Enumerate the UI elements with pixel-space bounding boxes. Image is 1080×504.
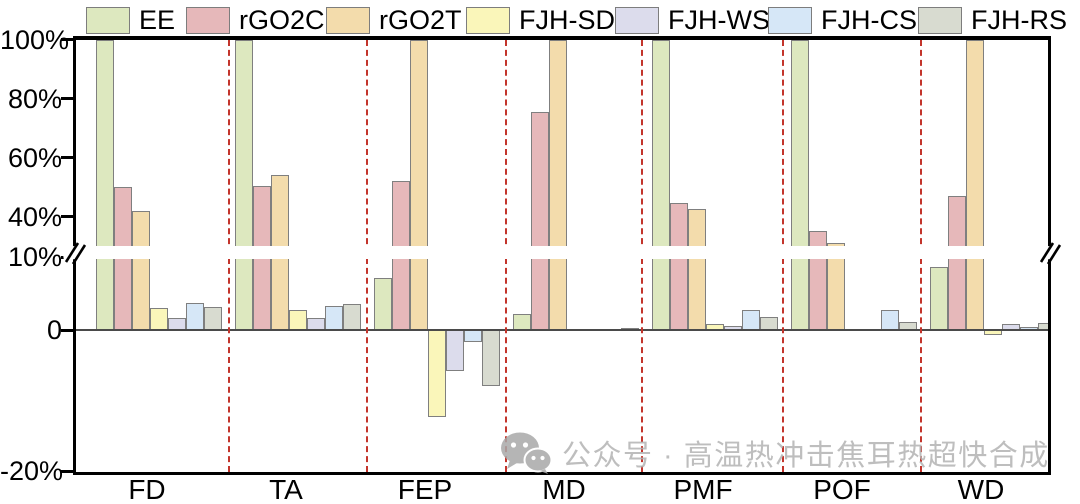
legend-label: FJH-WS bbox=[668, 5, 770, 35]
legend-swatch bbox=[86, 6, 130, 34]
bar-pof-ee bbox=[791, 40, 809, 330]
legend-item-fjh-sd: FJH-SD bbox=[466, 4, 615, 36]
bar-fd-ee bbox=[96, 40, 114, 330]
bar-ta-fjh-rs bbox=[343, 304, 361, 330]
y-tick-mark bbox=[61, 215, 74, 219]
y-tick-mark bbox=[61, 328, 74, 332]
bar-ta-ee bbox=[235, 40, 253, 330]
x-category-label-fd: FD bbox=[128, 474, 166, 504]
legend-swatch bbox=[326, 6, 370, 34]
bar-wd-rgo2c bbox=[948, 195, 966, 330]
legend-item-fjh-ws: FJH-WS bbox=[615, 4, 770, 36]
legend-label: FJH-CS bbox=[821, 5, 917, 35]
bar-fd-fjh-rs bbox=[204, 306, 222, 330]
bar-md-rgo2t bbox=[549, 40, 567, 330]
watermark-text: 公众号 · 高温热冲击焦耳热超快合成 bbox=[562, 440, 1050, 472]
bar-md-ee bbox=[513, 314, 531, 330]
y-tick-mark bbox=[61, 469, 74, 473]
plot-inner bbox=[76, 40, 1048, 472]
axis-break-icon bbox=[1035, 240, 1065, 271]
legend-item-ee: EE bbox=[86, 4, 175, 36]
legend-item-fjh-rs: FJH-RS bbox=[918, 4, 1067, 36]
y-tick-label: -20% bbox=[0, 456, 64, 486]
legend-item-rgo2c: rGO2C bbox=[186, 4, 325, 36]
bar-pmf-rgo2t bbox=[688, 209, 706, 330]
bar-md-rgo2c bbox=[531, 112, 549, 330]
y-tick-label: 60% bbox=[7, 142, 62, 173]
x-category-label-pmf: PMF bbox=[673, 474, 733, 504]
bar-fep-fjh-cs bbox=[464, 330, 482, 342]
bar-fep-fjh-rs bbox=[482, 330, 500, 386]
legend-item-fjh-cs: FJH-CS bbox=[768, 4, 917, 36]
legend-item-rgo2t: rGO2T bbox=[326, 4, 462, 36]
bar-pof-fjh-cs bbox=[881, 309, 899, 330]
y-tick-mark bbox=[61, 156, 74, 160]
bar-pmf-fjh-cs bbox=[742, 309, 760, 330]
axis-break-band bbox=[76, 246, 1048, 259]
bar-fep-fjh-ws bbox=[446, 330, 464, 371]
x-category-label-md: MD bbox=[542, 474, 586, 504]
legend-label: FJH-SD bbox=[519, 5, 615, 35]
bar-pmf-rgo2c bbox=[670, 203, 688, 330]
bar-fd-fjh-cs bbox=[186, 302, 204, 330]
bar-wd-rgo2t bbox=[966, 40, 984, 330]
bar-fep-fjh-sd bbox=[428, 330, 446, 418]
y-tick-label: 10% bbox=[7, 242, 62, 272]
legend-swatch bbox=[466, 6, 510, 34]
axis-break-icon bbox=[60, 240, 90, 271]
bar-fd-fjh-sd bbox=[150, 308, 168, 330]
y-tick-label: 100% bbox=[0, 24, 70, 55]
y-tick-label: 80% bbox=[7, 83, 62, 114]
bar-pmf-ee bbox=[652, 40, 670, 330]
y-tick-mark bbox=[61, 97, 74, 101]
x-category-label-wd: WD bbox=[957, 474, 1005, 504]
legend-swatch bbox=[615, 6, 659, 34]
bar-ta-fjh-sd bbox=[289, 309, 307, 330]
y-tick-mark bbox=[61, 38, 74, 42]
plot-area bbox=[73, 36, 1051, 475]
wechat-icon bbox=[501, 432, 552, 474]
legend-label: FJH-RS bbox=[971, 5, 1067, 35]
legend-swatch bbox=[918, 6, 962, 34]
bar-fep-ee bbox=[374, 278, 392, 330]
x-category-label-fep: FEP bbox=[397, 474, 453, 504]
bar-fd-rgo2t bbox=[132, 210, 150, 330]
watermark: 公众号 · 高温热冲击焦耳热超快合成 bbox=[500, 432, 1050, 474]
legend-swatch bbox=[768, 6, 812, 34]
y-tick-label: 0 bbox=[46, 315, 62, 345]
zero-baseline bbox=[76, 329, 1048, 331]
y-tick-label: 40% bbox=[7, 201, 62, 232]
legend-label: rGO2T bbox=[379, 5, 462, 35]
bar-ta-fjh-cs bbox=[325, 306, 343, 330]
bar-fep-rgo2t bbox=[410, 40, 428, 330]
legend-label: EE bbox=[139, 5, 176, 35]
legend-label: rGO2C bbox=[239, 5, 325, 35]
x-category-label-pof: POF bbox=[813, 474, 871, 504]
legend-swatch bbox=[186, 6, 230, 34]
bar-wd-ee bbox=[930, 266, 948, 330]
x-category-label-ta: TA bbox=[269, 474, 303, 504]
